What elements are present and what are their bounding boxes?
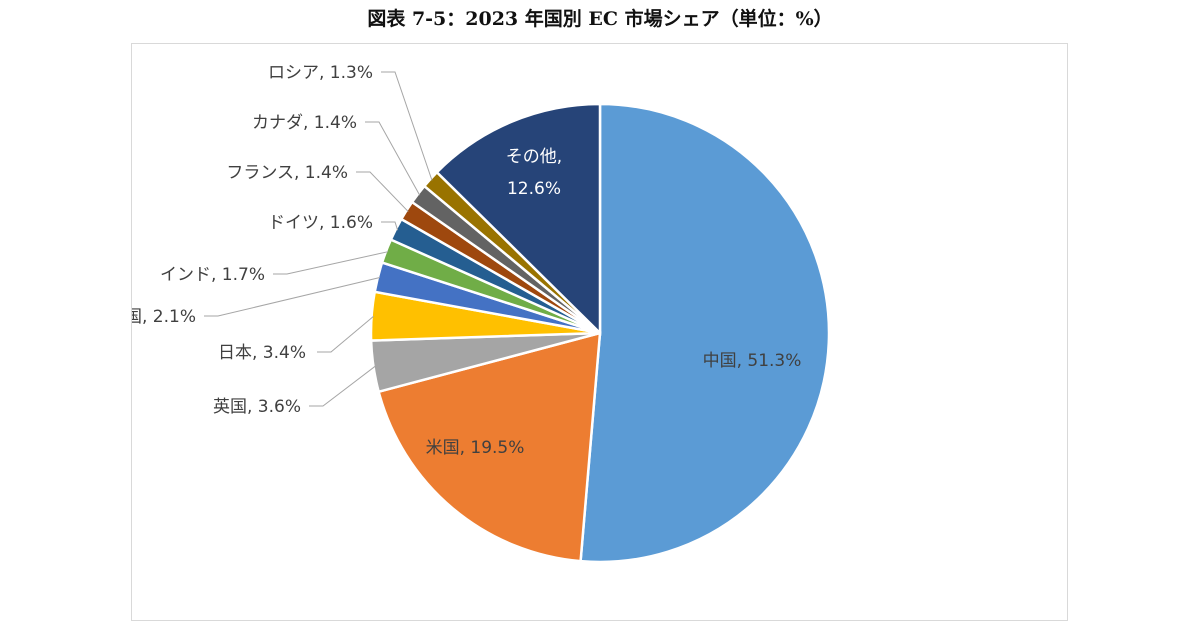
data-label-russia: ロシア, 1.3% [268, 63, 373, 83]
data-label-other-value: 12.6% [507, 179, 561, 199]
data-label-japan: 日本, 3.4% [218, 343, 306, 363]
pie-slice-usa [377, 331, 602, 563]
leader-line-uk [309, 365, 376, 407]
data-label-korea: 韓国, 2.1% [132, 307, 196, 327]
pie-chart: 中国, 51.3% 米国, 19.5% 英国, 3.6% 日本, 3.4% 韓国, 2.… [132, 63, 831, 564]
leader-line-korea [204, 277, 380, 317]
leader-line-canada [365, 121, 421, 196]
pie-slice-other [435, 102, 602, 336]
data-label-germany: ドイツ, 1.6% [268, 213, 373, 233]
data-label-uk: 英国, 3.6% [213, 397, 301, 417]
leader-line-france [356, 171, 409, 212]
data-label-usa: 米国, 19.5% [426, 438, 525, 458]
chart-area: 中国, 51.3% 米国, 19.5% 英国, 3.6% 日本, 3.4% 韓国, 2.… [131, 43, 1068, 621]
chart-title: 図表 7-5：2023 年国別 EC 市場シェア（単位：%） [367, 8, 833, 30]
data-label-france: フランス, 1.4% [226, 163, 348, 183]
pie-slice-china [579, 102, 831, 564]
leader-line-india [273, 251, 389, 275]
leader-line-russia [381, 71, 433, 181]
leader-line-japan [317, 315, 374, 353]
data-label-india: インド, 1.7% [160, 265, 265, 285]
data-label-china: 中国, 51.3% [703, 351, 802, 371]
data-label-canada: カナダ, 1.4% [252, 113, 357, 133]
data-label-other-name: その他, [506, 147, 562, 167]
leader-line-germany [381, 221, 399, 231]
